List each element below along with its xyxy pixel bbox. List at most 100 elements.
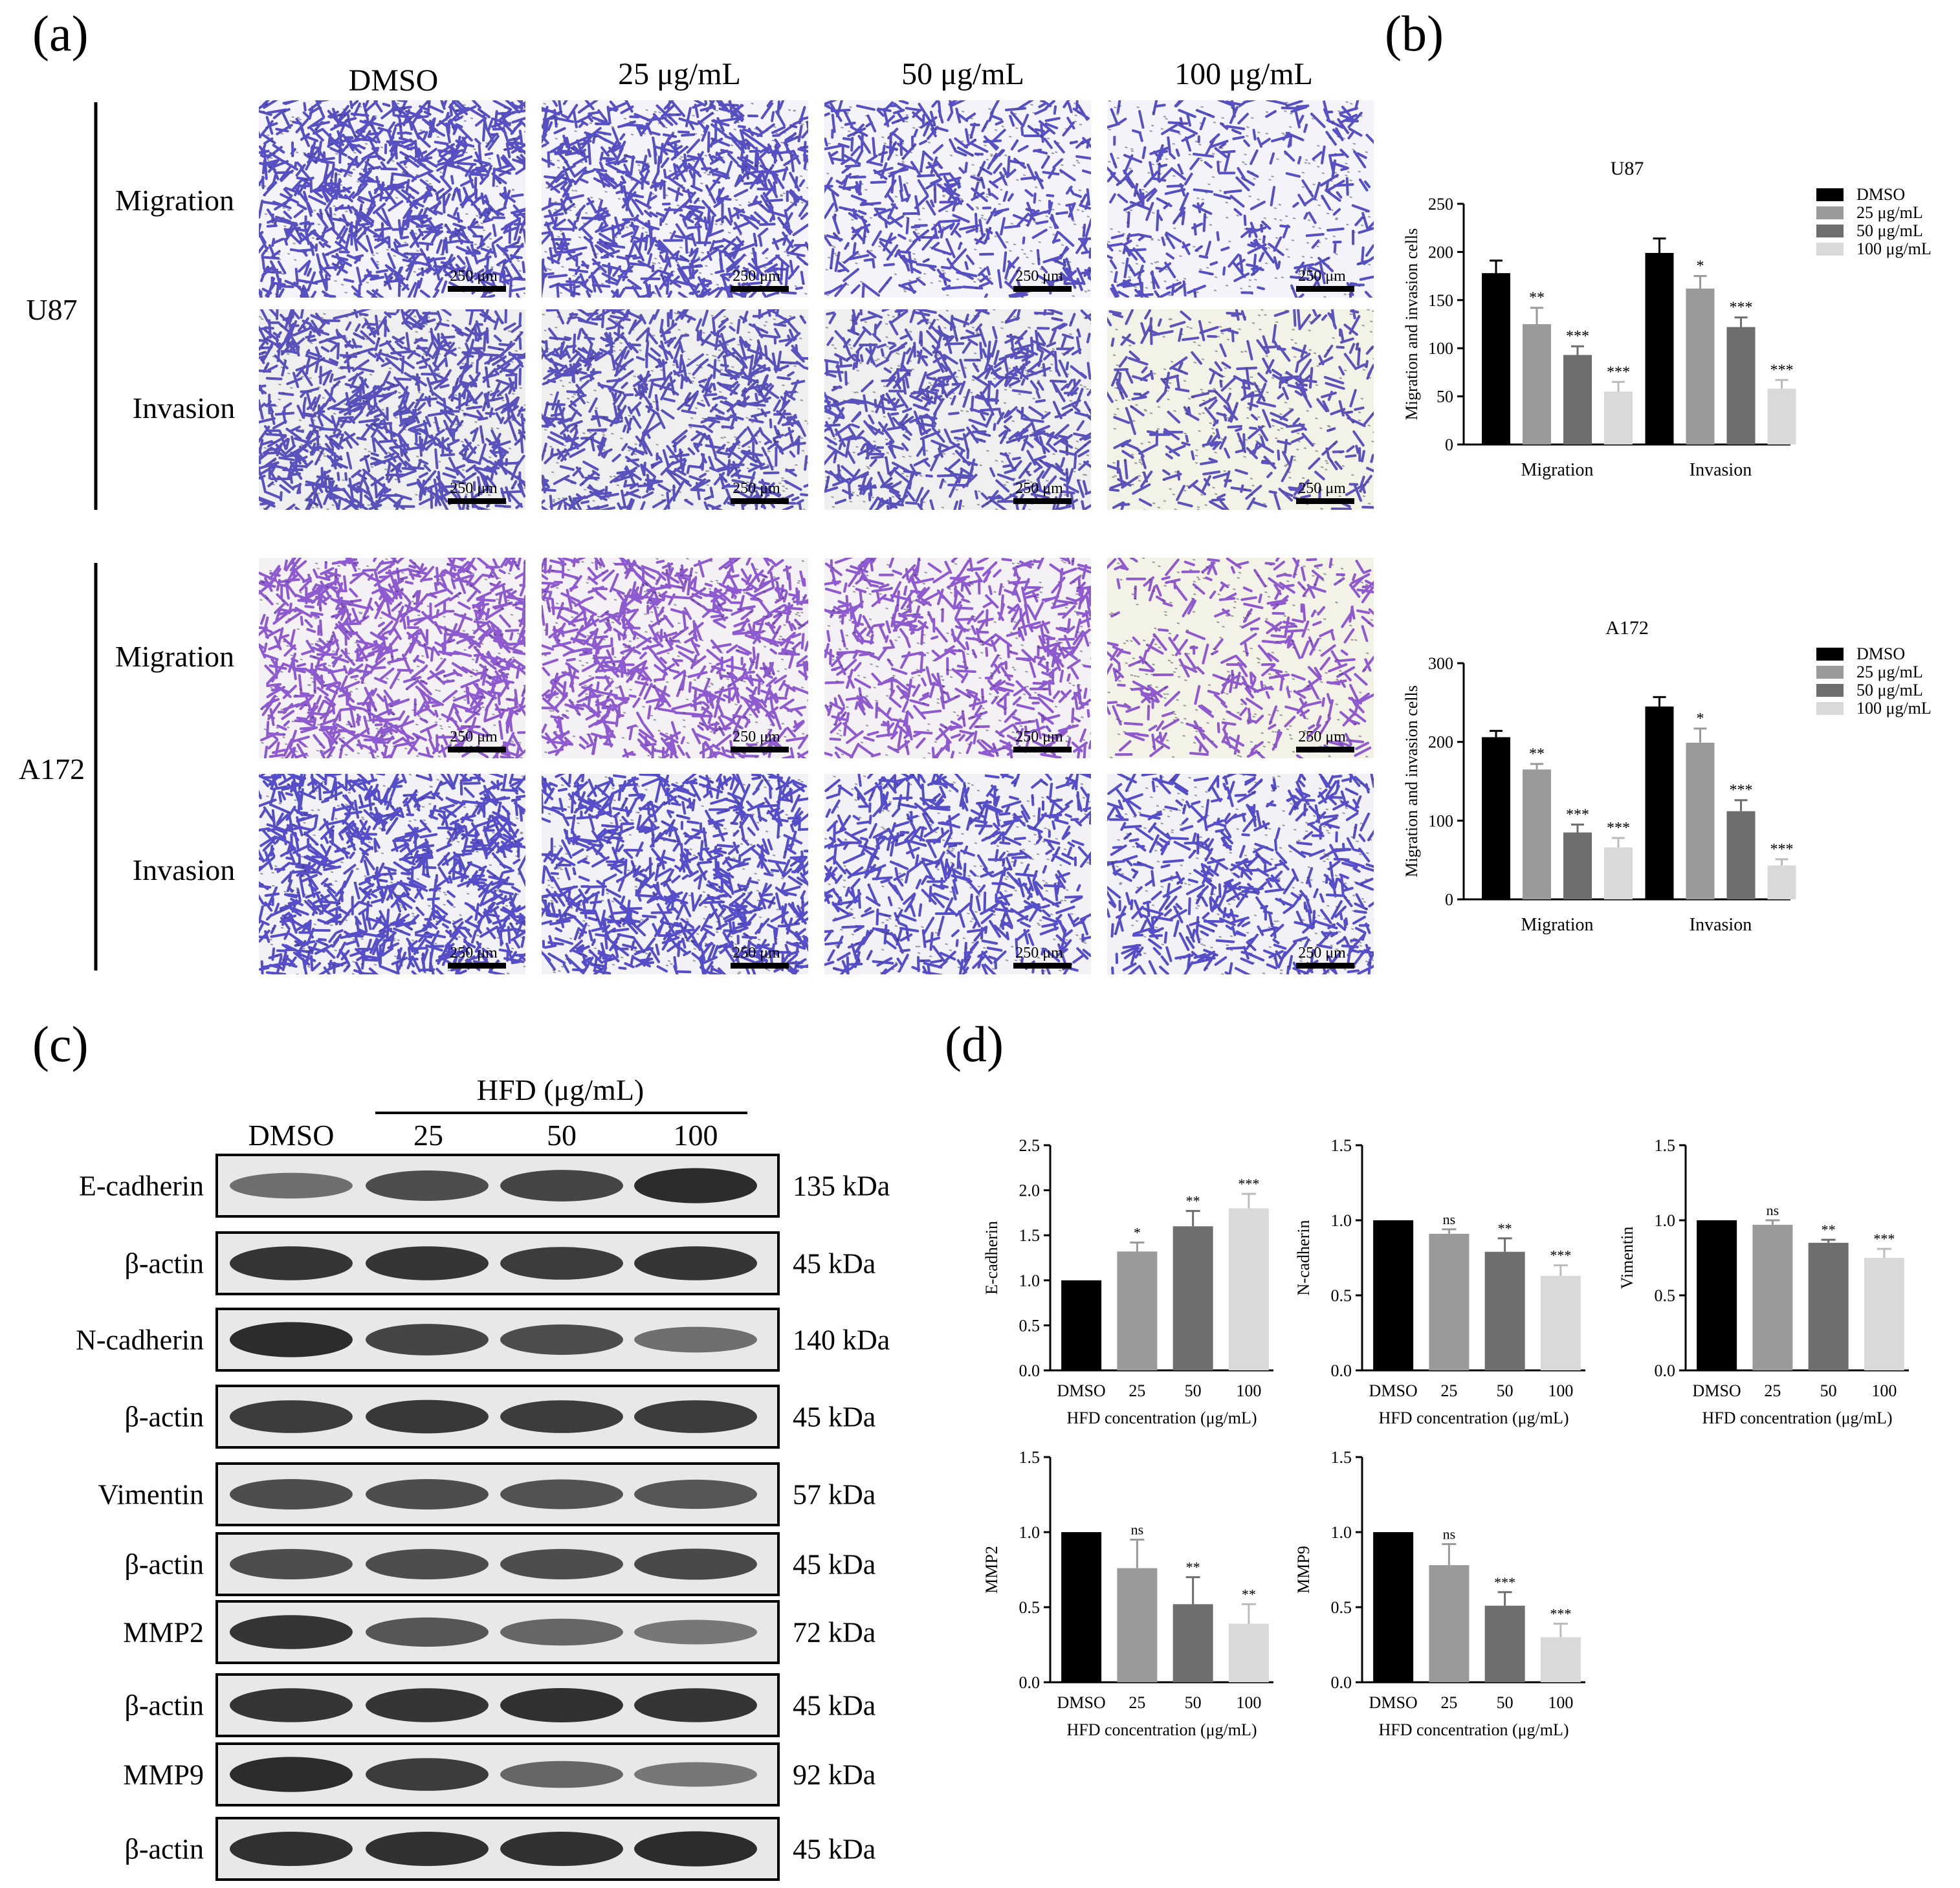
x-category-label: Migration	[1521, 915, 1594, 935]
x-category-label: 25	[1764, 1381, 1781, 1400]
bar	[1604, 391, 1633, 445]
x-category-label: 50	[1820, 1381, 1837, 1400]
blot-band	[366, 1758, 489, 1791]
column-header: 100 μg/mL	[1174, 57, 1313, 91]
legend-swatch	[1816, 702, 1844, 715]
scale-bar	[1296, 498, 1354, 504]
molecular-weight-label: 140 kDa	[793, 1324, 890, 1356]
cell-line-label: A172	[19, 752, 85, 785]
significance-label: *	[1134, 1224, 1141, 1240]
legend-swatch	[1816, 666, 1844, 679]
panel-label-c: (c)	[32, 1016, 89, 1072]
blot-row: β-actin 45 kDa	[124, 1532, 875, 1596]
bar	[1752, 1224, 1793, 1370]
bar	[1429, 1233, 1470, 1370]
micrograph: 250 μm	[542, 309, 808, 510]
blot-band	[230, 1615, 353, 1649]
significance-label: **	[1242, 1586, 1256, 1602]
bar	[1373, 1220, 1414, 1370]
scale-bar-label: 250 μm	[1015, 480, 1063, 497]
significance-label: ***	[1873, 1231, 1895, 1247]
micrograph: 250 μm	[1107, 309, 1374, 510]
legend-label: 50 μg/mL	[1856, 681, 1923, 699]
legend-label: DMSO	[1856, 185, 1905, 204]
bar	[1604, 847, 1633, 899]
significance-label: **	[1529, 746, 1545, 763]
protein-label: β-actin	[124, 1834, 204, 1865]
blot-band	[230, 1688, 353, 1722]
scale-bar	[731, 286, 789, 292]
y-tick-label: 0.5	[1019, 1598, 1041, 1617]
scale-bar-label: 250 μm	[1298, 268, 1346, 285]
y-axis-label: Vimentin	[1618, 1227, 1636, 1290]
blot-band	[500, 1400, 623, 1433]
blot-band	[366, 1170, 489, 1201]
blot-row: MMP9 92 kDa	[123, 1742, 875, 1806]
blot-row: β-actin 45 kDa	[124, 1817, 875, 1881]
bar	[1808, 1242, 1849, 1370]
y-tick-label: 1.0	[1655, 1211, 1676, 1230]
significance-label: ns	[1131, 1522, 1144, 1538]
y-tick-label: 0.5	[1655, 1286, 1676, 1305]
bar	[1117, 1568, 1158, 1682]
bar	[1173, 1226, 1213, 1370]
bar	[1429, 1565, 1470, 1682]
blot-row: Vimentin 57 kDa	[98, 1462, 875, 1526]
y-tick-label: 100	[1428, 811, 1453, 830]
significance-label: ***	[1566, 328, 1589, 345]
x-category-label: 100	[1548, 1381, 1573, 1400]
panel-label-b: (b)	[1385, 5, 1444, 61]
scale-bar-label: 250 μm	[1015, 268, 1063, 285]
y-tick-label: 0.5	[1019, 1316, 1041, 1335]
scale-bar-label: 250 μm	[732, 729, 780, 745]
x-category-label: 100	[1871, 1381, 1897, 1400]
scale-bar-label: 250 μm	[1298, 480, 1346, 497]
blot-band	[366, 1549, 489, 1579]
blot-band	[230, 1757, 353, 1792]
bar	[1173, 1604, 1213, 1682]
scale-bar	[731, 747, 789, 752]
x-category-label: 50	[1497, 1693, 1514, 1712]
blot-band	[634, 1326, 757, 1353]
scale-bar	[448, 747, 506, 752]
western-blot-panel: HFD (μg/mL) DMSO 25 50 100 E-cadherin 135…	[76, 1073, 890, 1881]
blot-band	[230, 1831, 353, 1867]
micrograph: 250 μm	[259, 558, 525, 758]
bar	[1061, 1280, 1102, 1370]
molecular-weight-label: 135 kDa	[793, 1170, 890, 1202]
micrograph: 250 μm	[1107, 774, 1374, 974]
bar	[1726, 811, 1756, 899]
chart-d-MMP9: 0.0 0.5 1.0 1.5 MMP9 HFD concentration (μg/mL…	[1294, 1448, 1585, 1739]
legend-swatch	[1816, 206, 1844, 219]
significance-label: ns	[1767, 1202, 1779, 1218]
blot-band	[634, 1831, 757, 1867]
cell-line-label: U87	[26, 293, 77, 326]
bar	[1726, 327, 1756, 445]
scale-bar-label: 250 μm	[1015, 945, 1063, 961]
y-tick-label: 0.0	[1019, 1673, 1041, 1692]
scale-bar	[1013, 286, 1072, 292]
chart-b-U87: 0 50 100 150 200 250 U87 Migration and invasion…	[1402, 158, 1932, 480]
y-tick-label: 0.0	[1655, 1361, 1676, 1380]
y-tick-label: 0.5	[1331, 1598, 1352, 1617]
y-tick-label: 1.5	[1331, 1136, 1352, 1155]
blot-band	[634, 1246, 757, 1280]
y-axis-label: Migration and invasion cells	[1402, 685, 1421, 877]
column-header: DMSO	[349, 63, 439, 98]
blot-band	[230, 1549, 353, 1579]
x-category-label: DMSO	[1693, 1381, 1741, 1400]
x-category-label: Invasion	[1690, 915, 1752, 935]
blot-band	[500, 1247, 623, 1280]
y-tick-label: 1.5	[1019, 1226, 1041, 1245]
micrograph: 250 μm	[259, 309, 525, 510]
legend-label: 25 μg/mL	[1856, 203, 1923, 222]
legend-label: 100 μg/mL	[1856, 699, 1932, 718]
legend-swatch	[1816, 684, 1844, 697]
protein-label: E-cadherin	[79, 1170, 204, 1202]
bar	[1767, 388, 1796, 445]
x-category-label: 25	[1129, 1693, 1145, 1712]
blot-band	[500, 1170, 623, 1202]
blot-row: E-cadherin 135 kDa	[79, 1154, 890, 1218]
scale-bar	[1013, 963, 1072, 969]
y-tick-label: 0.0	[1331, 1361, 1352, 1380]
